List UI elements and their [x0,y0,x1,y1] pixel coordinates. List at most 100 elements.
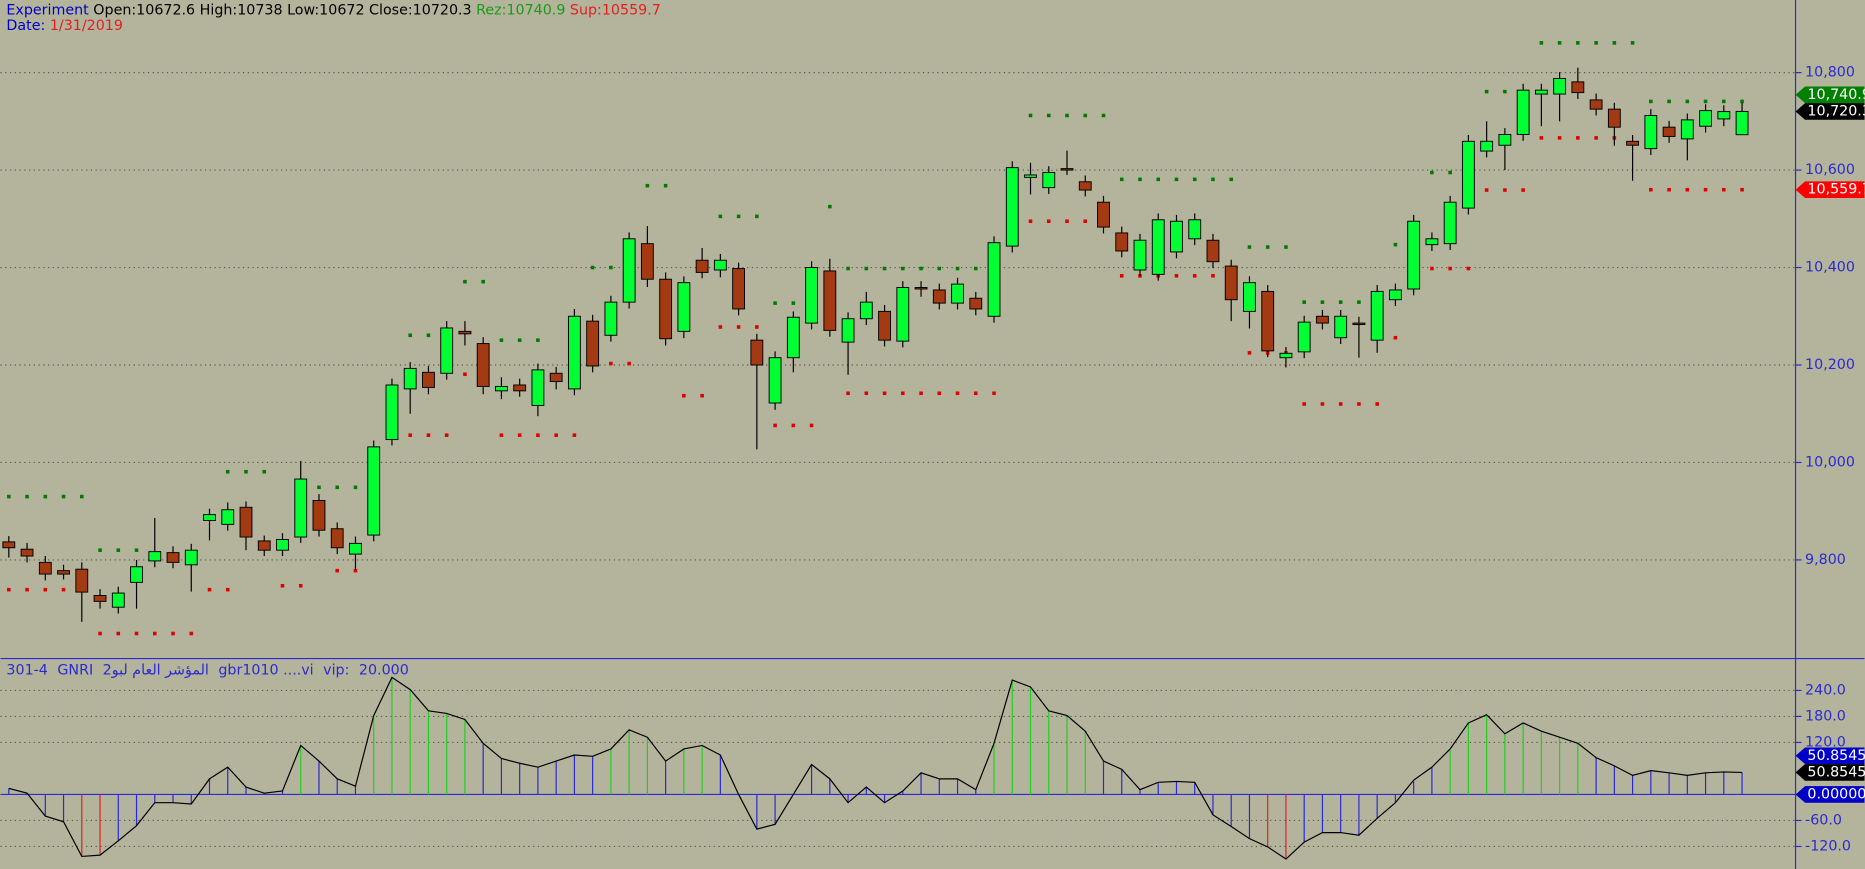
resistance-dot [25,494,29,499]
candle-body [312,500,326,531]
support-dot [1740,187,1744,192]
resistance-dot [80,494,84,499]
support-dot [864,391,869,396]
candle-body [1261,290,1275,352]
resistance-dot [718,214,723,219]
resistance-dot [1430,170,1434,175]
candle-body [786,316,800,359]
candle-body [148,551,162,562]
y-tick-label: 10,600 [1805,162,1855,178]
resistance-dot [1448,170,1452,175]
support-dot [1667,187,1671,192]
resistance-dot [1740,99,1744,104]
support-dot [1028,219,1033,224]
candle-body [622,238,636,303]
y-tick-label: 120.0 [1805,734,1846,750]
candle-body [969,297,983,310]
resistance-dot [791,301,796,305]
candle-body [1206,239,1220,263]
support-dot [609,361,613,366]
support-dot [1448,266,1452,271]
support-dot [1083,219,1088,224]
candle-body [914,287,928,290]
support-dot [1046,219,1051,224]
resistance-dot [645,183,650,188]
resistance-dot [1703,99,1708,104]
price-marker-box [1795,764,1865,781]
candle-body [203,514,216,521]
field-value: 10559.7 [602,3,661,19]
candle-body [1553,77,1567,95]
resistance-dot [663,183,668,188]
y-tick-label: 240.0 [1805,682,1846,698]
resistance-dot [1320,300,1325,304]
support-dot [718,325,723,329]
support-dot [7,587,11,592]
candle-body [239,506,253,538]
support-dot [116,631,121,636]
candle-body [1224,265,1238,301]
date-line: Date: 1/31/2019 [6,18,122,34]
candle-body [1115,232,1129,252]
candle-body [93,595,107,602]
resistance-dot [1046,113,1051,118]
resistance-dot [882,266,887,271]
resistance-dot [1174,177,1179,182]
candle-body [604,301,618,336]
support-dot [189,631,194,636]
price-marker-label: 50.8545 [1807,748,1865,764]
resistance-dot [1083,113,1088,118]
resistance-dot [1138,177,1142,182]
resistance-dot [335,485,340,490]
indicator-line [8,676,1743,860]
support-dot [43,587,48,592]
indicator-title-part: 301-4 [6,662,47,678]
resistance-dot [974,266,978,271]
chart-title: Experiment [6,3,89,19]
support-dot [408,433,412,437]
price-marker: 50.8545 [1795,747,1865,765]
support-dot [1174,274,1179,278]
support-dot [225,587,230,592]
y-tick-label: 10,400 [1805,260,1855,276]
support-dot [207,587,212,592]
y-tick-label: 10,800 [1805,65,1855,81]
support-dot [700,393,704,398]
resistance-dot [116,548,121,552]
support-dot [882,391,887,396]
resistance-dot [244,469,248,474]
support-dot [536,433,540,437]
candle-body [1170,220,1183,253]
support-dot [682,393,686,398]
resistance-dot [1667,99,1671,104]
candle-body [1316,315,1329,324]
candle-body [1388,289,1402,301]
candle-body [1534,89,1548,95]
candle-body [1680,119,1694,140]
resistance-dot [1557,41,1562,45]
resistance-dot [1265,245,1270,249]
resistance-dot [1338,300,1343,304]
resistance-dot [1284,245,1288,249]
resistance-dot [1503,89,1507,94]
candle-body [823,270,837,331]
support-dot [1430,266,1434,271]
field-label: Open: [93,3,136,19]
candle-body [896,287,910,342]
candle-body [57,570,70,575]
resistance-dot [1649,99,1653,104]
candle-body [805,267,819,324]
candle-body [567,315,581,390]
candle-body [1279,352,1293,359]
resistance-dot [1539,41,1544,45]
resistance-dot [1302,300,1306,304]
resistance-dot [1065,113,1069,118]
candle-body [2,541,16,549]
resistance-dot [864,266,869,271]
support-dot [1119,274,1124,278]
support-dot [1649,187,1653,192]
candle-body [1024,174,1037,178]
resistance-dot [481,279,485,284]
